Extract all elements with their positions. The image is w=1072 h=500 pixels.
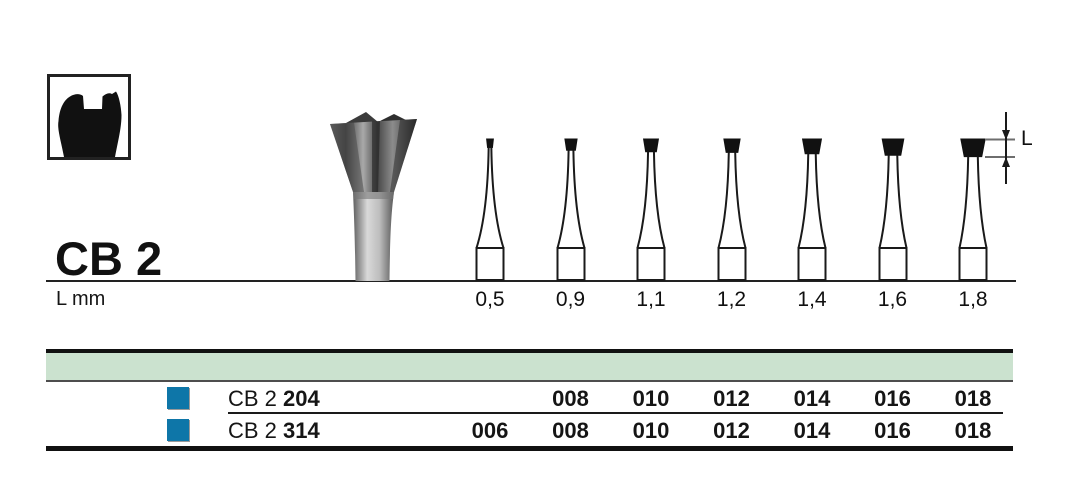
iso-size-value: 018 [954, 418, 992, 443]
iso-size-value: 016 [874, 418, 911, 443]
table-row-314: CB 2 314 006 008 010 012 014 016 018 [46, 414, 1013, 446]
iso-size-value: 010 [632, 418, 670, 443]
iso-size-value: 014 [793, 386, 831, 411]
iso-size-value: 014 [793, 418, 831, 443]
size-label-1,4: 1,4 [797, 288, 827, 311]
row-separator-line [228, 412, 1003, 414]
page-title: CB 2 [55, 232, 163, 285]
iso-size-value: 006 [471, 418, 509, 443]
blue-square-marker [167, 387, 189, 409]
size-label-0,9: 0,9 [555, 288, 586, 311]
bur-figure-0,9 [556, 138, 585, 281]
bur-photo [330, 112, 417, 281]
bur-figure-0,5 [475, 138, 505, 281]
unit-label: L mm [56, 288, 106, 310]
size-label-1,2: 1,2 [716, 288, 747, 311]
bur-figure-1,4 [797, 138, 827, 281]
iso-size-value: 016 [874, 386, 911, 411]
order-table: CB 2 204 008 010 012 014 016 018 CB 2 314 006 008… [46, 349, 1013, 451]
table-row-204: CB 2 204 008 010 012 014 016 018 [46, 382, 1013, 414]
iso-size-value: 008 [552, 418, 589, 443]
row-label: CB 2 314 [228, 418, 320, 443]
table-rows: CB 2 204 008 010 012 014 016 018 CB 2 314 006 008… [46, 382, 1013, 446]
figure-baseline-rule [46, 280, 1016, 282]
row-label: CB 2 204 [228, 386, 320, 411]
iso-size-value: 012 [713, 418, 750, 443]
table-header-band [46, 353, 1013, 382]
size-label-1,6: 1,6 [877, 288, 908, 311]
size-label-1,1: 1,1 [636, 288, 666, 311]
size-label-0,5: 0,5 [475, 288, 505, 311]
size-label-1,8: 1,8 [958, 288, 988, 311]
iso-size-value: 008 [552, 386, 589, 411]
bur-head-profile-icon [47, 74, 131, 160]
iso-size-value: 012 [713, 386, 750, 411]
bur-figure-1,1 [636, 138, 666, 281]
bur-figure-1,2 [717, 138, 746, 281]
iso-size-value: 010 [632, 386, 670, 411]
length-dimension-arrows [985, 112, 1015, 184]
dimension-letter-label: L [1021, 127, 1033, 150]
iso-size-value: 018 [954, 386, 992, 411]
blue-square-marker [167, 419, 189, 441]
bur-figure-1,6 [878, 138, 907, 281]
inverted-cone-silhouette-icon [58, 91, 122, 157]
